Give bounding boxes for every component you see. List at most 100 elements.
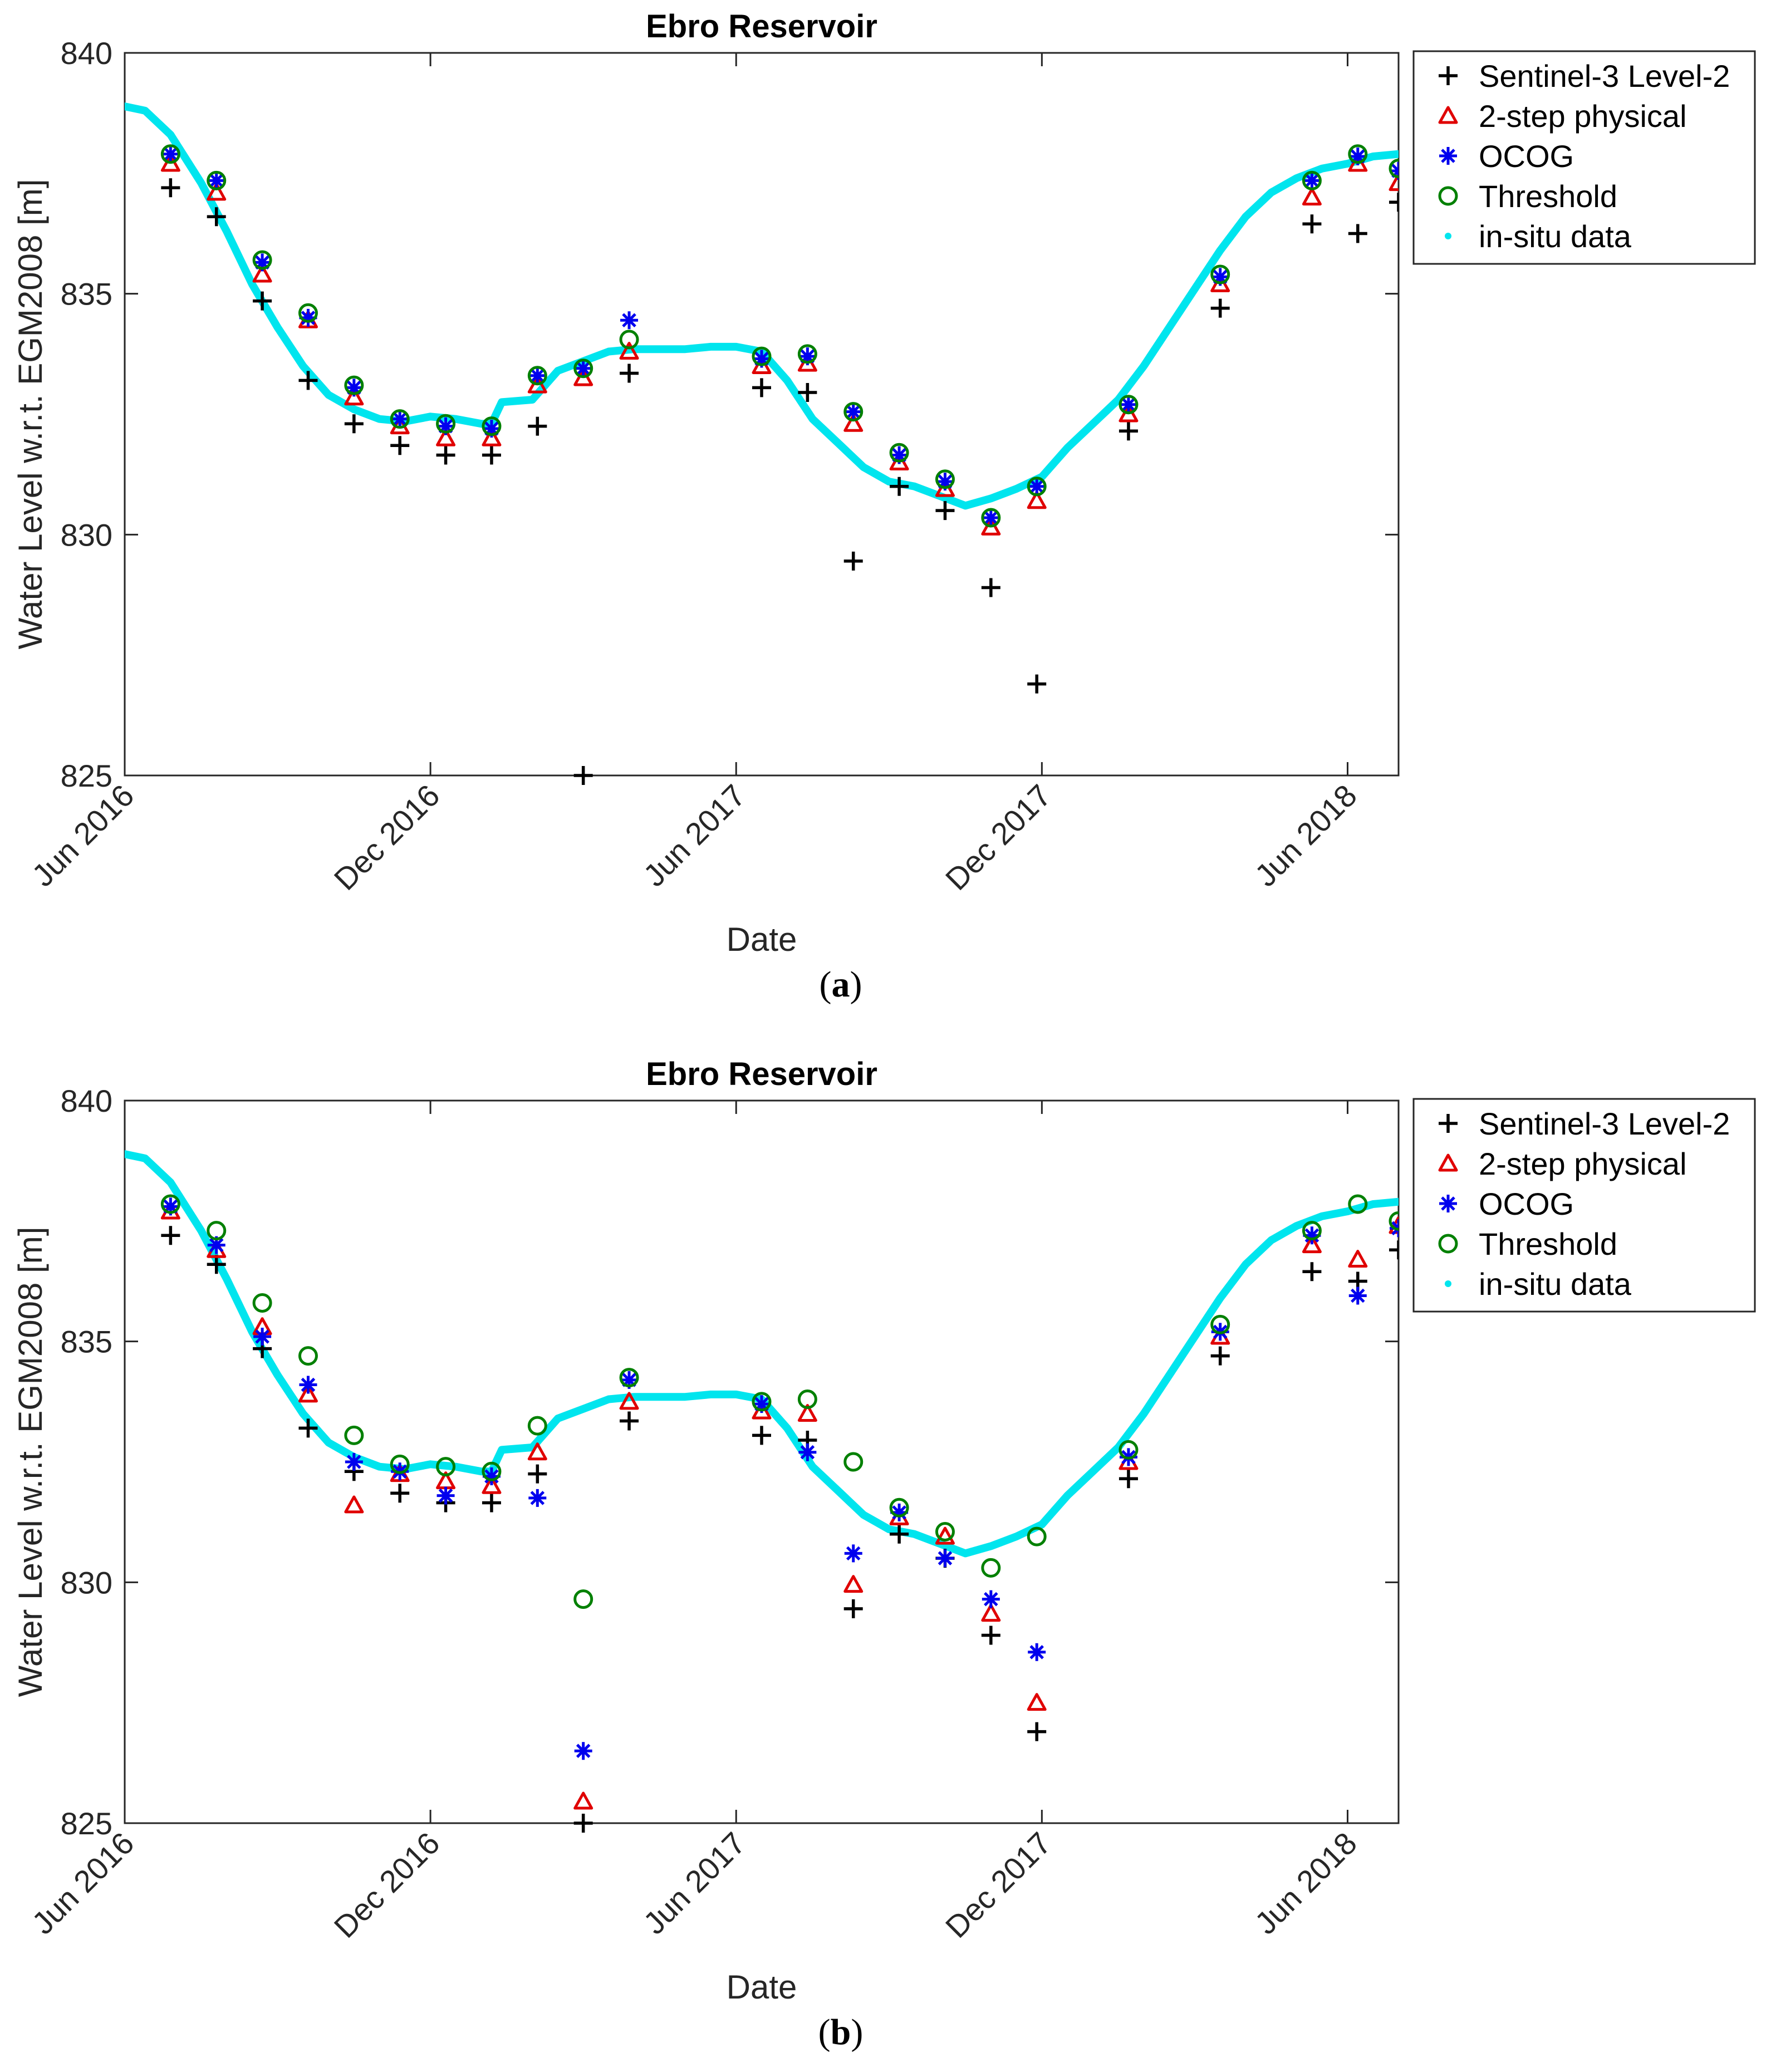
plus-marker [1302,1262,1322,1282]
circle-marker [344,375,364,395]
circle-marker [1119,1440,1139,1460]
plus-marker [298,1418,318,1438]
triangle-marker [843,414,864,432]
plus-marker [298,371,318,390]
asterisk-marker [1028,1643,1046,1661]
y-axis-label: Water Level w.r.t. EGM2008 [m] [12,1227,49,1697]
circle-marker [1027,1526,1047,1546]
plus-marker [161,1226,180,1245]
asterisk-marker [798,1443,817,1461]
panel-caption: (b) [818,2012,864,2053]
plus-marker [1210,298,1230,318]
triangle-marker [298,1384,318,1403]
plus-marker [161,178,180,198]
asterisk-marker [482,419,501,438]
asterisk-marker [798,347,817,366]
plus-marker [752,378,771,397]
legend-entry: Threshold [1479,1226,1617,1261]
asterisk-marker [207,171,225,190]
circle-marker [889,443,909,463]
insitu-line [125,1150,1399,1558]
triangle-marker [482,428,502,446]
plot-area [124,1099,1400,1824]
circle-marker [843,1452,864,1472]
circle-marker [252,250,272,270]
x-tick-label: Dec 2016 [327,778,447,897]
plus-marker [981,1626,1000,1645]
circle-marker [527,1416,547,1436]
legend-entry: 2-step physical [1479,1146,1687,1181]
x-tick-label: Jun 2016 [25,778,140,893]
triangle-marker [436,428,456,446]
circle-marker [207,1221,227,1241]
asterisk-marker [982,509,1000,527]
circle-marker [482,1461,502,1481]
legend-entry: Sentinel-3 Level-2 [1479,1106,1730,1141]
asterisk-marker [345,379,363,397]
triangle-marker [1027,1693,1047,1711]
circle-marker [1210,264,1230,284]
circle-marker [1389,1211,1399,1231]
asterisk-marker [574,1742,592,1760]
circle-marker [797,1389,817,1410]
legend: Sentinel-3 Level-2 2-step physical OCOG Thr… [1412,1098,1756,1313]
plus-marker [1348,224,1367,243]
asterisk-marker [1303,171,1321,190]
asterisk-marker [936,473,954,491]
circle-marker [1302,170,1322,190]
chart-title: Ebro Reservoir [646,8,877,45]
y-tick-label: 825 [61,758,112,793]
triangle-marker [981,1604,1001,1622]
asterisk-marker [1119,395,1137,414]
circle-marker [1302,1221,1322,1241]
plus-marker [890,477,909,496]
plus-marker [843,551,863,571]
circle-marker [252,1293,272,1313]
series-plus [161,1226,1399,1833]
series-circle [160,144,1399,528]
circle-marker [797,344,817,364]
plus-marker [528,1464,547,1484]
asterisk-marker [299,1376,317,1394]
plus-marker [1389,193,1399,212]
legend-entry: in-situ data [1479,219,1632,254]
legend-dot-marker [1445,1280,1451,1287]
asterisk-marker [528,1489,547,1507]
asterisk-marker [161,1197,180,1216]
x-tick-label: Dec 2017 [939,1825,1058,1945]
asterisk-marker [753,1395,771,1413]
plus-marker [253,291,272,311]
plus-marker [390,1484,410,1503]
plus-marker [981,578,1000,597]
circle-marker [298,303,318,323]
triangle-marker [573,1791,593,1810]
y-tick-label: 840 [61,1083,112,1118]
plus-marker [482,1493,501,1513]
circle-marker [981,508,1001,528]
asterisk-marker [1348,148,1367,166]
plus-marker [798,383,817,402]
plus-marker [620,364,639,383]
asterisk-marker [161,145,180,163]
caption-letter: b [831,2012,851,2053]
circle-marker [1348,1194,1368,1214]
y-tick-label: 825 [61,1806,112,1841]
circle-marker [889,1497,909,1518]
legend-entry: 2-step physical [1479,99,1687,134]
chart-panel-a: Ebro Reservoir 825 830 835 840 Jun 2016 Dec 20… [12,8,1756,1005]
circle-marker [843,402,864,422]
chart-title: Ebro Reservoir [646,1056,877,1092]
triangle-marker [1302,1235,1322,1254]
legend-plus-marker [1439,1114,1458,1133]
circle-marker [573,359,593,379]
plus-marker [935,501,955,521]
series-plus [161,178,1399,785]
circle-marker [436,414,456,434]
x-axis-label: Date [727,1968,797,2006]
circle-marker [436,1457,456,1477]
caption-letter: a [832,964,850,1005]
asterisk-marker [436,417,455,435]
legend-triangle-marker [1438,106,1458,124]
circle-marker [1119,395,1139,415]
circle-marker [1389,159,1399,179]
